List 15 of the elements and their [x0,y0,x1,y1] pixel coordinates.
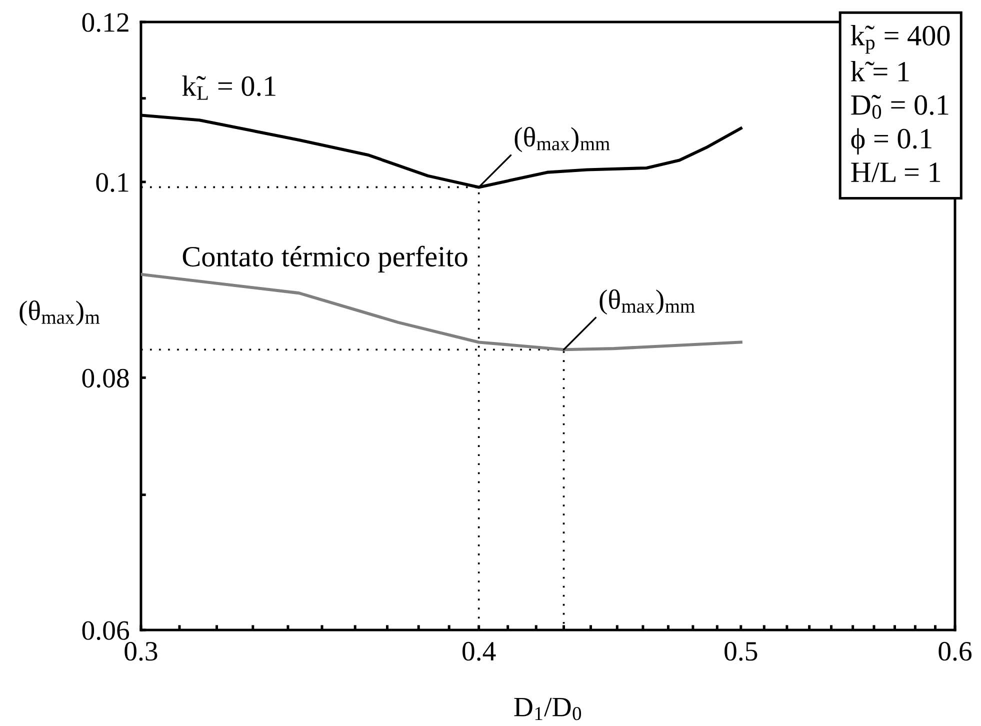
y-tick-label: 0.12 [82,13,128,32]
x-tick-label: 0.5 [724,642,758,661]
y-tick-label: 0.1 [96,173,128,192]
x-tick-label: 0.6 [938,642,972,661]
text: k̃$_{p}$ = 400 k̃ = 1 D̃$_{0}$ = 0.1 ϕ = 0.1 H/L = 1 [850,25,950,182]
y-axis-title: (θ$_{max}$)$_{m}$ [20,300,100,326]
annotation: (θ$_{max}$)$_{mm}$ [600,289,695,315]
x-tick-label: 0.3 [124,642,158,661]
y-tick-label: 0.06 [82,621,130,640]
x-tick-label: 0.4 [462,642,496,661]
x-axis-title: D$_{1}$/D$_{0}$ [514,698,582,720]
y-tick-label: 0.08 [82,368,129,388]
annotation: Contato térmico perfeito [182,246,468,272]
annotation: (θ$_{max}$)$_{mm}$ [514,126,610,152]
annotation: k̃$_{L}$ = 0.1 [182,75,276,100]
